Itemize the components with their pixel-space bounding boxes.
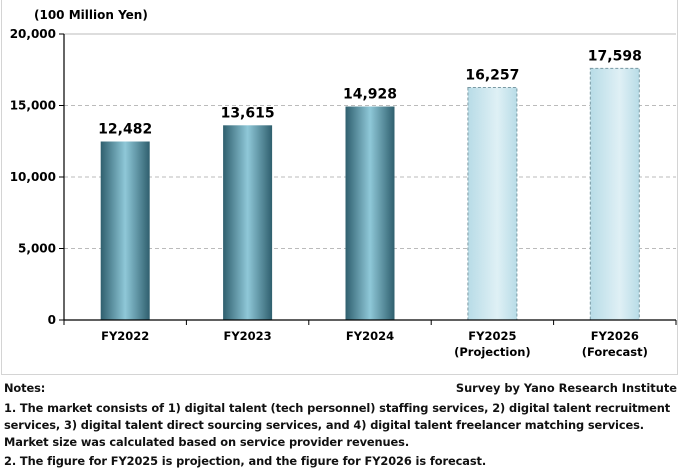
y-tick-label: 10,000: [10, 170, 56, 184]
note-line: Market size was calculated based on serv…: [4, 435, 410, 449]
x-tick-label: FY2025: [468, 329, 516, 343]
bar: [589, 67, 640, 321]
unit-label: (100 Million Yen): [34, 8, 148, 22]
note-line: 2. The figure for FY2025 is projection, …: [4, 454, 487, 468]
x-tick-label: FY2024: [346, 329, 394, 343]
note-line: services, 3) digital talent direct sourc…: [4, 418, 645, 432]
y-tick-label: 0: [48, 313, 56, 327]
bar: [223, 125, 273, 320]
bar: [100, 141, 150, 320]
x-tick-label: FY2026: [591, 329, 639, 343]
data-label: 16,257: [465, 68, 519, 84]
note-line: 1. The market consists of 1) digital tal…: [4, 401, 671, 415]
data-label: 17,598: [588, 48, 642, 64]
x-tick-label: (Forecast): [582, 345, 648, 359]
y-tick-label: 20,000: [10, 27, 56, 41]
data-label: 14,928: [343, 87, 397, 103]
bar: [345, 106, 395, 320]
x-tick-label: (Projection): [454, 345, 531, 359]
notes-heading: Notes:: [4, 381, 46, 395]
data-label: 13,615: [221, 105, 275, 121]
bar: [467, 87, 518, 321]
data-label: 12,482: [98, 122, 152, 138]
chart-frame: [1, 0, 678, 375]
y-tick-label: 15,000: [10, 99, 56, 113]
source-label: Survey by Yano Research Institute: [455, 381, 677, 395]
x-tick-label: FY2023: [223, 329, 271, 343]
y-tick-label: 5,000: [18, 242, 56, 256]
bar-chart: (100 Million Yen) 12,482 13,615 14,928 16,2…: [10, 8, 677, 359]
x-tick-label: FY2022: [101, 329, 149, 343]
